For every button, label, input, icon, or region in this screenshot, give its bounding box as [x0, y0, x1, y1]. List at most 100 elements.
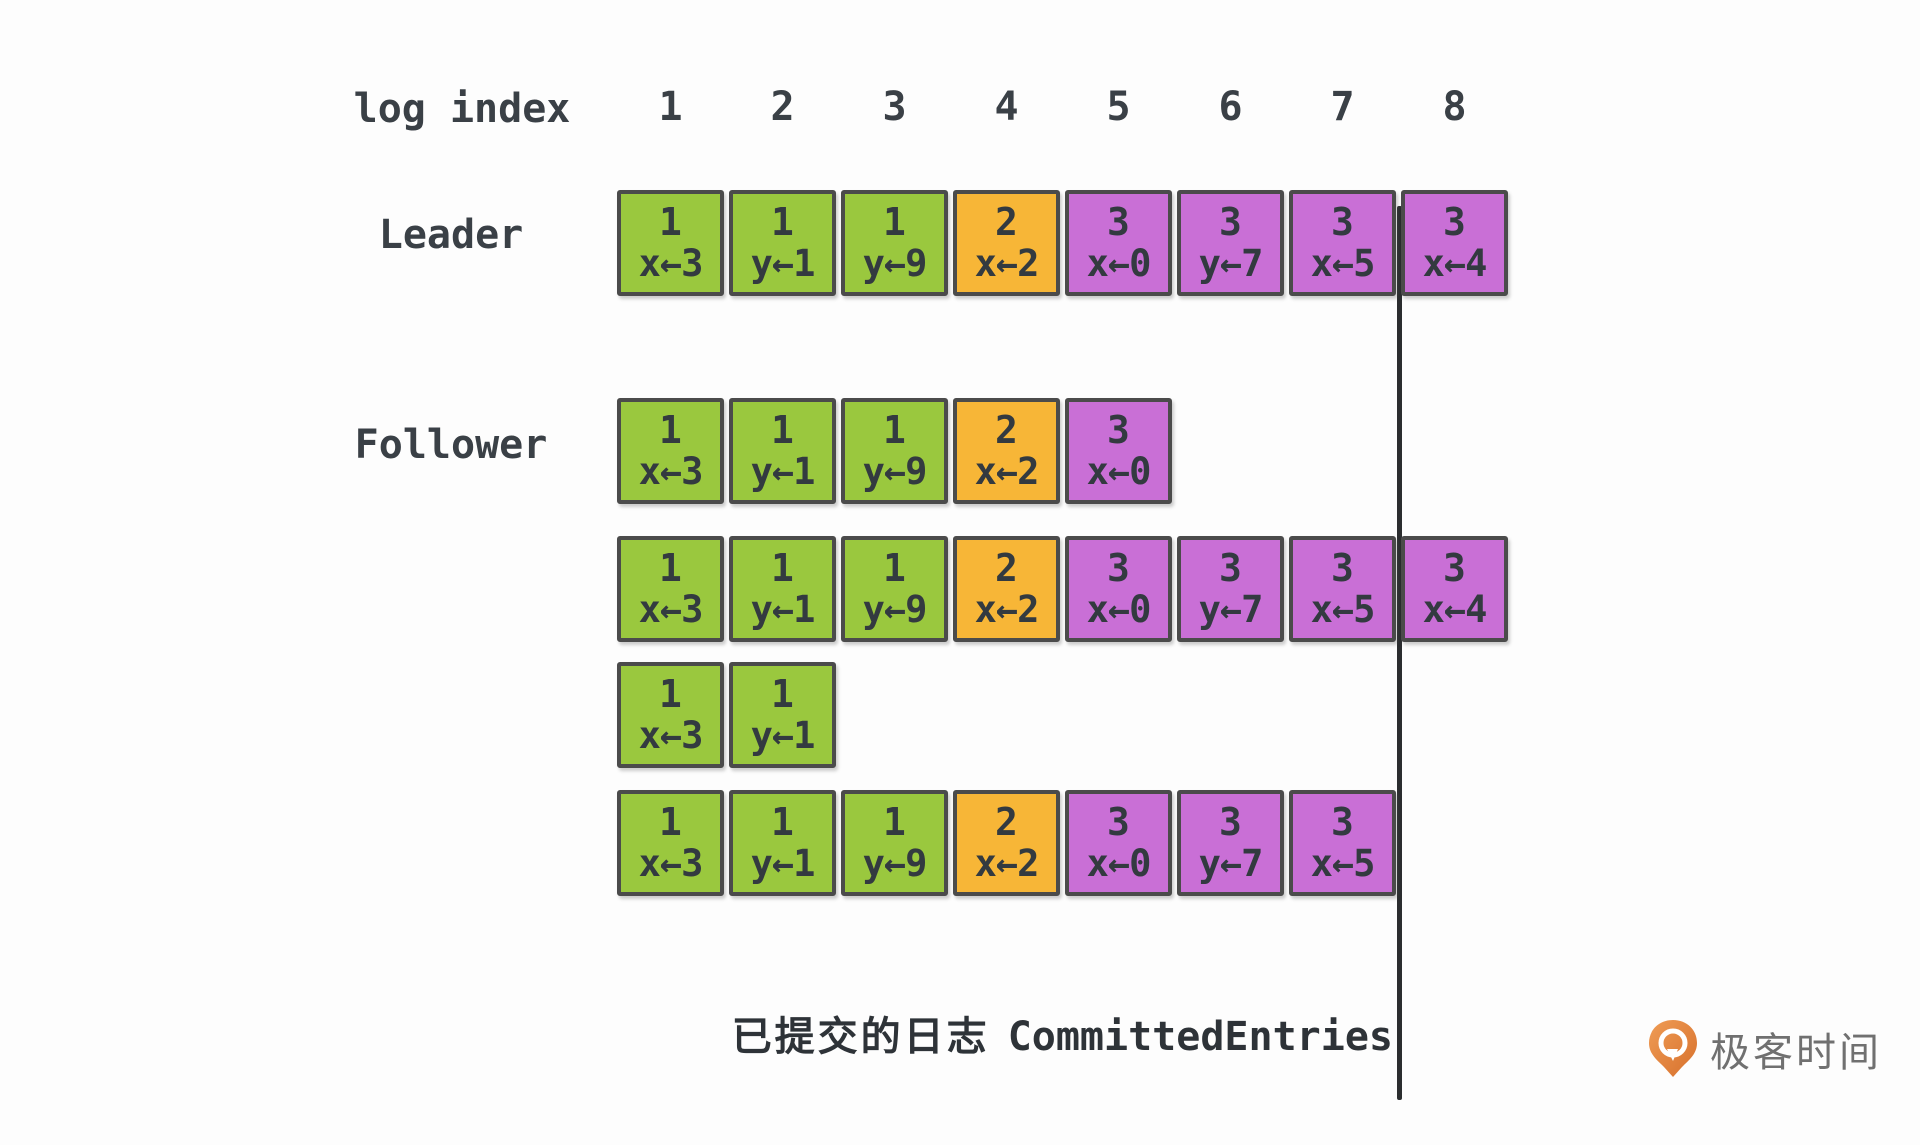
log-index-number: 5: [1106, 84, 1131, 130]
log-index-number: 2: [770, 84, 795, 130]
log-entry: 2 x←2: [953, 790, 1060, 896]
log-entry: 3 x←5: [1289, 190, 1396, 296]
term-number: 1: [883, 799, 906, 844]
term-number: 1: [659, 671, 682, 716]
term-number: 2: [995, 407, 1018, 452]
log-entry: 3 x←5: [1289, 790, 1396, 896]
term-number: 1: [883, 407, 906, 452]
log-entry: 3 y←7: [1177, 790, 1284, 896]
log-index-number: 4: [994, 84, 1019, 130]
operation-text: x←4: [1422, 241, 1488, 285]
operation-text: y←1: [750, 241, 816, 285]
term-number: 1: [659, 407, 682, 452]
term-number: 1: [659, 199, 682, 244]
operation-text: y←1: [750, 587, 816, 631]
term-number: 3: [1219, 799, 1242, 844]
log-entry: 1 x←3: [617, 398, 724, 504]
operation-text: x←2: [974, 241, 1040, 285]
log-entry: 1 x←3: [617, 536, 724, 642]
term-number: 1: [659, 799, 682, 844]
log-entry: 3 x←5: [1289, 536, 1396, 642]
term-number: 3: [1443, 545, 1466, 590]
term-number: 2: [995, 799, 1018, 844]
operation-text: x←2: [974, 841, 1040, 885]
log-index-number: 7: [1330, 84, 1355, 130]
term-number: 1: [659, 545, 682, 590]
operation-text: x←3: [638, 449, 704, 493]
term-number: 2: [995, 199, 1018, 244]
log-index-number: 8: [1442, 84, 1467, 130]
term-number: 3: [1107, 199, 1130, 244]
term-number: 3: [1331, 799, 1354, 844]
operation-text: x←0: [1086, 241, 1152, 285]
log-entry: 1 y←9: [841, 190, 948, 296]
log-entry: 1 y←9: [841, 536, 948, 642]
term-number: 3: [1331, 545, 1354, 590]
log-entry: 3 x←4: [1401, 536, 1508, 642]
log-entry: 3 x←0: [1065, 790, 1172, 896]
log-entry: 3 x←0: [1065, 398, 1172, 504]
term-number: 3: [1219, 199, 1242, 244]
operation-text: y←7: [1198, 587, 1264, 631]
geektime-logo-text: 极客时间: [1710, 1030, 1882, 1076]
log-entry: 3 x←0: [1065, 190, 1172, 296]
log-entry: 1 x←3: [617, 190, 724, 296]
operation-text: y←9: [862, 449, 928, 493]
log-entry: 3 x←0: [1065, 536, 1172, 642]
operation-text: x←3: [638, 713, 704, 757]
log-entry: 1 y←1: [729, 662, 836, 768]
operation-text: x←2: [974, 449, 1040, 493]
log-entry: 2 x←2: [953, 398, 1060, 504]
term-number: 3: [1107, 545, 1130, 590]
log-entry: 3 x←4: [1401, 190, 1508, 296]
term-number: 3: [1107, 407, 1130, 452]
operation-text: x←5: [1310, 241, 1376, 285]
term-number: 1: [771, 545, 794, 590]
term-number: 1: [771, 671, 794, 716]
operation-text: x←5: [1310, 587, 1376, 631]
log-entry: 2 x←2: [953, 536, 1060, 642]
log-entry: 1 y←1: [729, 190, 836, 296]
term-number: 1: [771, 799, 794, 844]
term-number: 1: [771, 199, 794, 244]
term-number: 2: [995, 545, 1018, 590]
term-number: 1: [771, 407, 794, 452]
log-entry: 1 y←1: [729, 790, 836, 896]
log-index-number: 6: [1218, 84, 1243, 130]
committed-boundary-line: [1397, 206, 1402, 1100]
log-index-number: 3: [882, 84, 907, 130]
operation-text: y←1: [750, 841, 816, 885]
term-number: 1: [883, 545, 906, 590]
operation-text: y←7: [1198, 841, 1264, 885]
operation-text: x←3: [638, 587, 704, 631]
log-entry: 2 x←2: [953, 190, 1060, 296]
log-entry: 1 y←9: [841, 398, 948, 504]
geektime-logo: 极客时间: [1646, 1018, 1882, 1080]
follower-label: Follower: [354, 422, 548, 468]
operation-text: x←2: [974, 587, 1040, 631]
log-entry: 1 y←9: [841, 790, 948, 896]
operation-text: y←1: [750, 713, 816, 757]
committed-entries-caption: 已提交的日志 CommittedEntries: [732, 1004, 1393, 1062]
log-entry: 1 x←3: [617, 790, 724, 896]
term-number: 3: [1443, 199, 1466, 244]
operation-text: x←3: [638, 841, 704, 885]
operation-text: x←5: [1310, 841, 1376, 885]
log-index-row: 1 2 3 4 5 6 7 8: [617, 84, 1517, 134]
log-entry: 1 y←1: [729, 536, 836, 642]
term-number: 3: [1107, 799, 1130, 844]
term-number: 1: [883, 199, 906, 244]
operation-text: x←0: [1086, 587, 1152, 631]
operation-text: x←0: [1086, 841, 1152, 885]
term-number: 3: [1219, 545, 1242, 590]
operation-text: y←9: [862, 587, 928, 631]
log-index-number: 1: [658, 84, 683, 130]
operation-text: x←4: [1422, 587, 1488, 631]
term-number: 3: [1331, 199, 1354, 244]
leader-label: Leader: [378, 212, 524, 258]
log-entry: 3 y←7: [1177, 190, 1284, 296]
caption-english: CommittedEntries: [1007, 1014, 1393, 1060]
log-entry: 1 x←3: [617, 662, 724, 768]
operation-text: x←3: [638, 241, 704, 285]
